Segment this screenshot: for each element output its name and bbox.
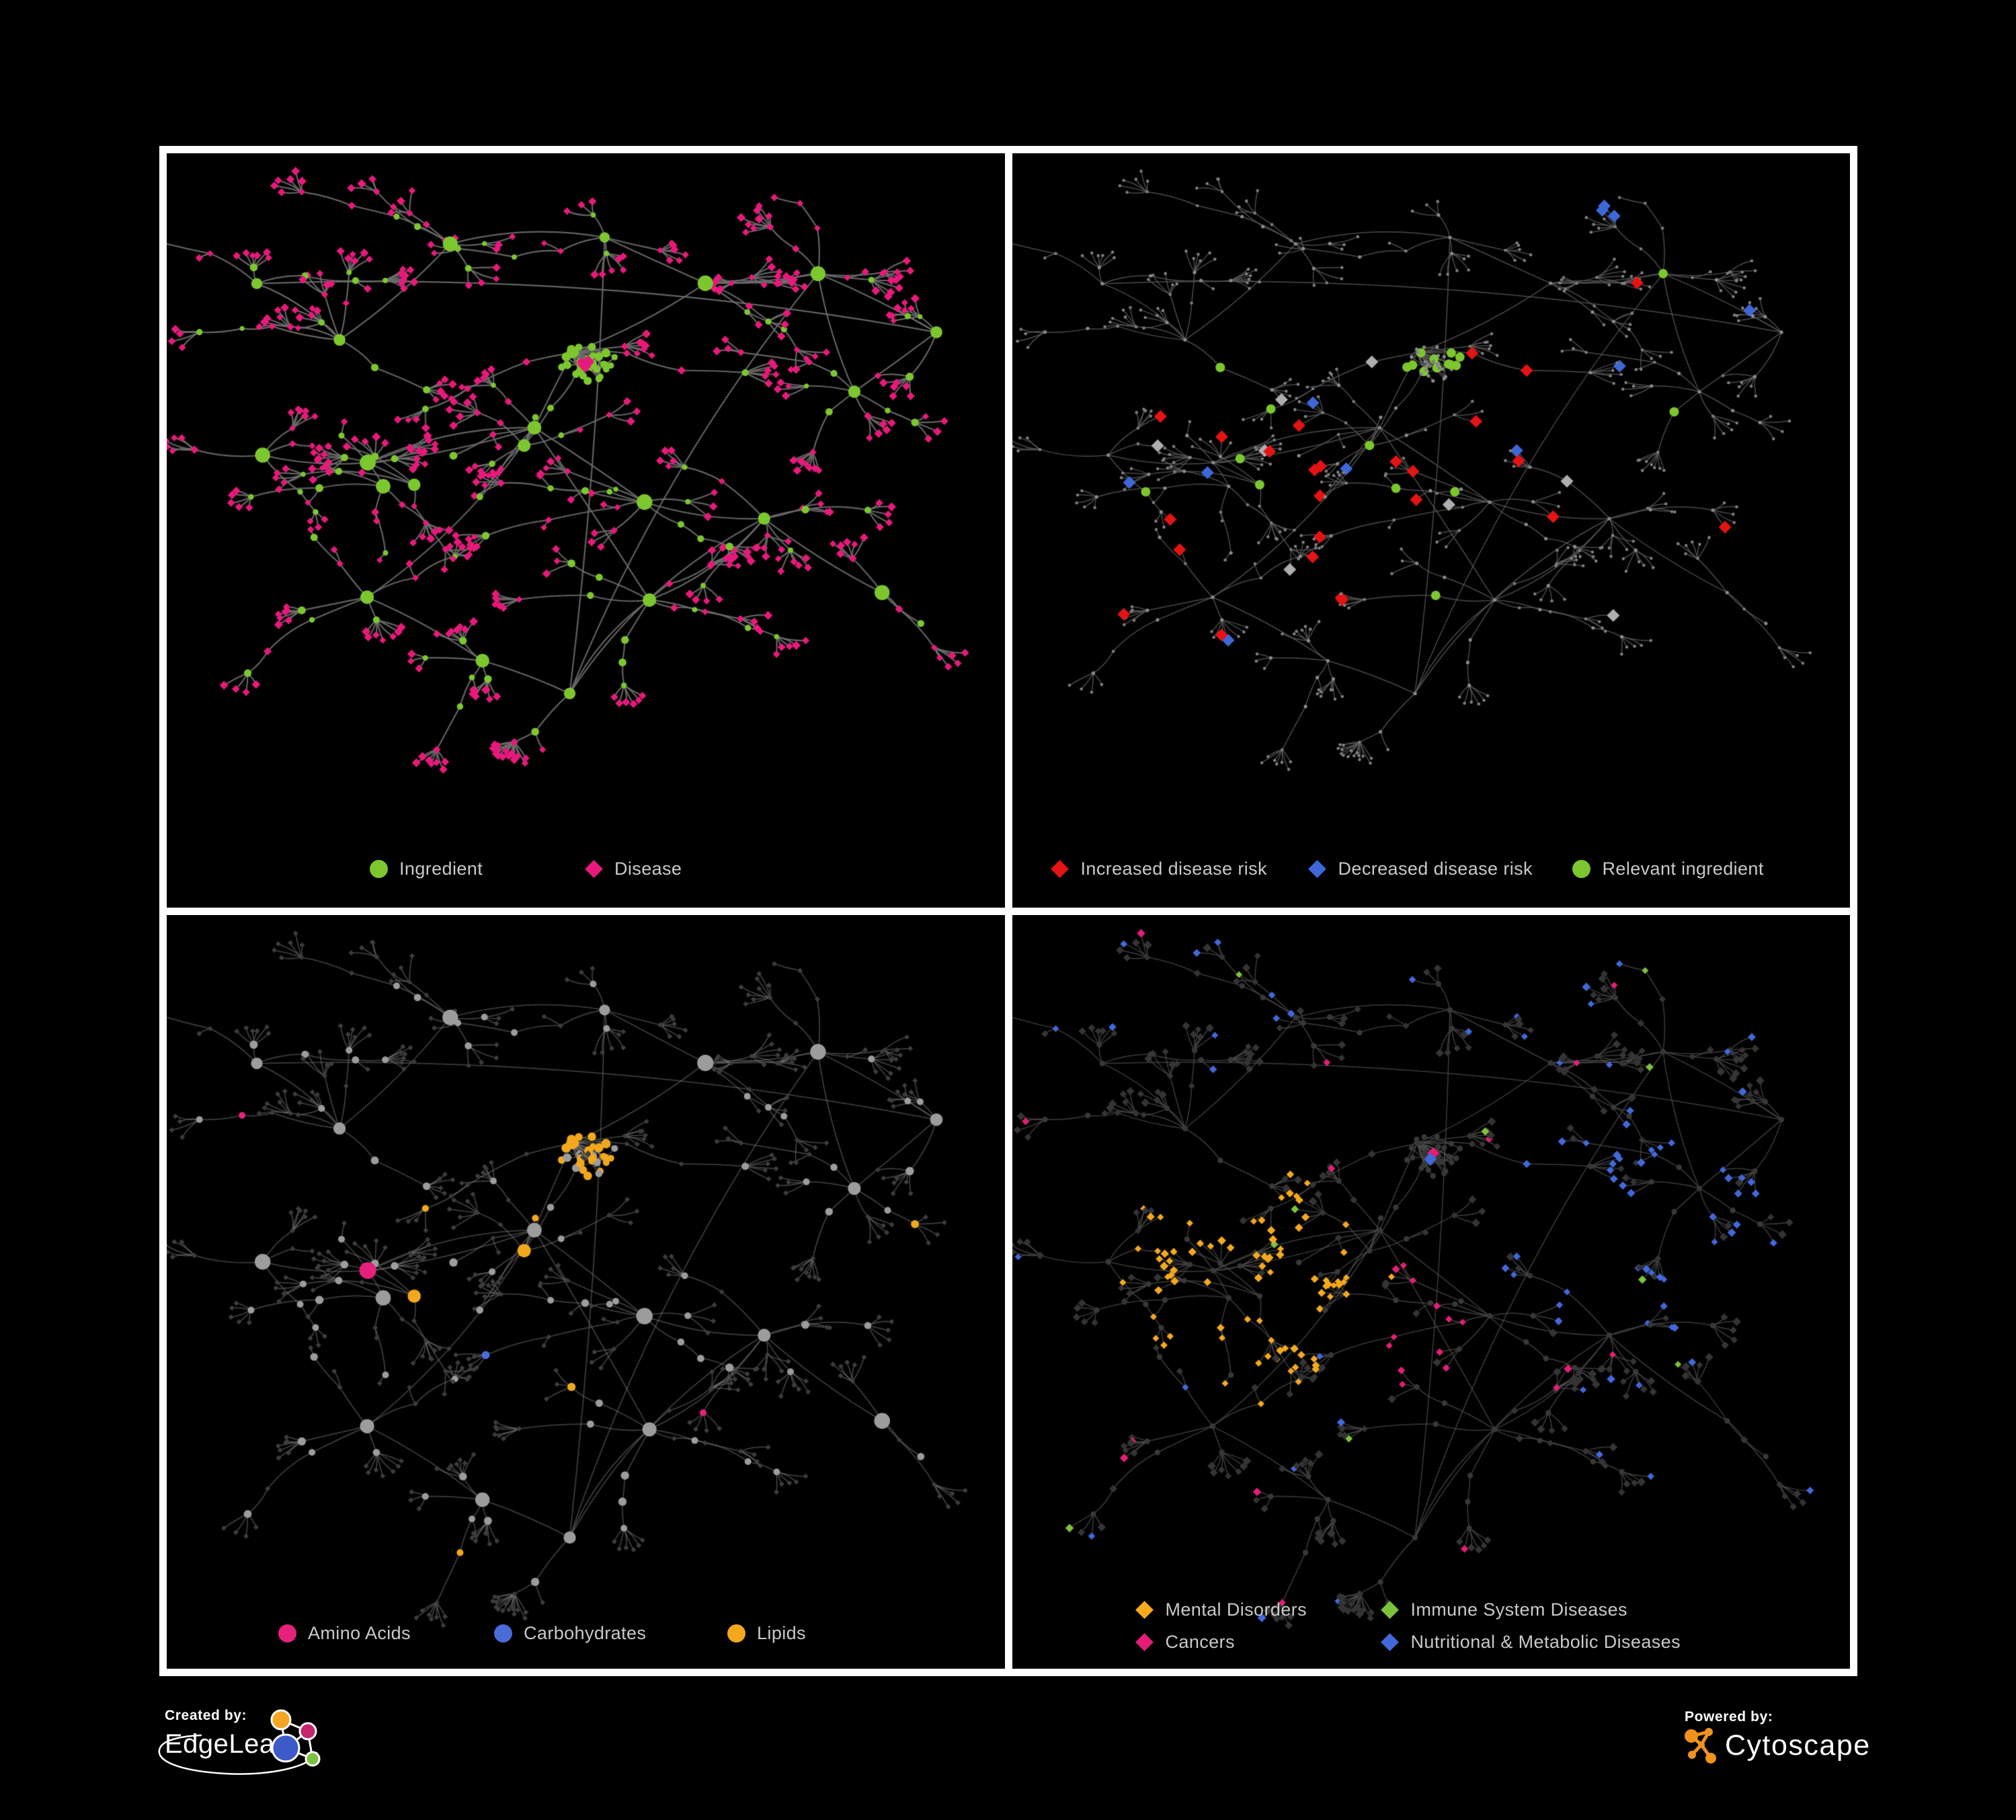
- network-canvas-disease-class: [1012, 914, 1850, 1669]
- edgeleap-swoosh: [158, 1734, 318, 1775]
- legend-label: Amino Acids: [308, 1623, 411, 1643]
- legend-item-ingredient: Ingredient: [369, 855, 483, 882]
- legend-item-immune-system-diseases: Immune System Diseases: [1381, 1597, 1627, 1624]
- circle-swatch-icon: [493, 1624, 512, 1643]
- panels-grid: Ingredient Disease Increased disease risk…: [159, 146, 1857, 1676]
- powered-by-label: Powered by:: [1685, 1709, 1773, 1725]
- diamond-swatch-icon: [1308, 859, 1327, 878]
- legend-item-carbohydrates: Carbohydrates: [493, 1620, 646, 1647]
- legend-label: Nutritional & Metabolic Diseases: [1410, 1632, 1681, 1652]
- legend-item-increased-disease-risk: Increased disease risk: [1051, 855, 1267, 882]
- edgeleap-logo: [158, 1709, 321, 1775]
- legend-label: Immune System Diseases: [1410, 1599, 1627, 1620]
- cytoscape-node: [1698, 1741, 1705, 1748]
- legend-item-relevant-ingredient: Relevant ingredient: [1572, 855, 1764, 882]
- panel-disease-class: Mental Disorders Immune System Diseases Ca…: [1012, 914, 1850, 1669]
- edgeleap-node-pink: [298, 1722, 317, 1741]
- diamond-swatch-icon: [1135, 1601, 1154, 1620]
- legend-label: Mental Disorders: [1165, 1599, 1307, 1620]
- created-by-label: Created by:: [165, 1708, 247, 1723]
- network-canvas-disease-risk: [1012, 153, 1850, 908]
- diamond-swatch-icon: [1135, 1633, 1154, 1652]
- legend-item-mental-disorders: Mental Disorders: [1135, 1597, 1307, 1624]
- legend-label: Carbohydrates: [524, 1623, 647, 1643]
- cytoscape-node: [1685, 1729, 1698, 1743]
- circle-swatch-icon: [1572, 859, 1591, 878]
- circle-swatch-icon: [278, 1624, 296, 1643]
- diamond-swatch-icon: [1381, 1601, 1400, 1620]
- legend-label: Disease: [614, 858, 682, 879]
- panel-ingredient-disease: Ingredient Disease: [167, 153, 1005, 908]
- legend-label: Relevant ingredient: [1602, 858, 1764, 879]
- edgeleap-credit: Created by: EdgeLeap: [165, 1708, 290, 1759]
- edgeleap-node-blue: [271, 1733, 300, 1763]
- legend-label: Increased disease risk: [1080, 858, 1267, 879]
- edgeleap-node-orange: [270, 1709, 292, 1731]
- legend-label: Lipids: [757, 1623, 806, 1643]
- cytoscape-node: [1705, 1753, 1716, 1764]
- legend-item-nutritional-metabolic-diseases: Nutritional & Metabolic Diseases: [1381, 1629, 1681, 1656]
- legend-item-disease: Disease: [584, 855, 682, 882]
- circle-swatch-icon: [727, 1624, 745, 1643]
- legend-label: Decreased disease risk: [1338, 858, 1533, 879]
- panel-disease-risk: Increased disease risk Decreased disease …: [1012, 153, 1850, 908]
- cytoscape-node: [1688, 1751, 1696, 1759]
- cytoscape-credit: Powered by:: [1685, 1709, 1773, 1725]
- circle-swatch-icon: [369, 859, 388, 878]
- legend-item-cancers: Cancers: [1135, 1629, 1235, 1656]
- panel-nutrient-class: Amino Acids Carbohydrates Lipids: [167, 914, 1005, 1669]
- cytoscape-node: [1705, 1728, 1713, 1736]
- legend-label: Ingredient: [399, 858, 483, 879]
- cytoscape-logo: [1685, 1728, 1716, 1764]
- diamond-swatch-icon: [1381, 1633, 1400, 1652]
- legend-label: Cancers: [1165, 1632, 1235, 1652]
- legend-item-decreased-disease-risk: Decreased disease risk: [1308, 855, 1533, 882]
- cytoscape-wordmark: Cytoscape: [1725, 1729, 1871, 1762]
- legend-item-amino-acids: Amino Acids: [278, 1620, 411, 1647]
- network-canvas-nutrient-class: [167, 914, 1005, 1669]
- diamond-swatch-icon: [1051, 859, 1070, 878]
- network-canvas-ingredient-disease: [167, 153, 1005, 908]
- diamond-swatch-icon: [584, 859, 603, 878]
- edgeleap-wordmark: EdgeLeap: [165, 1729, 290, 1759]
- legend-item-lipids: Lipids: [727, 1620, 806, 1647]
- edgeleap-node-green: [305, 1751, 321, 1767]
